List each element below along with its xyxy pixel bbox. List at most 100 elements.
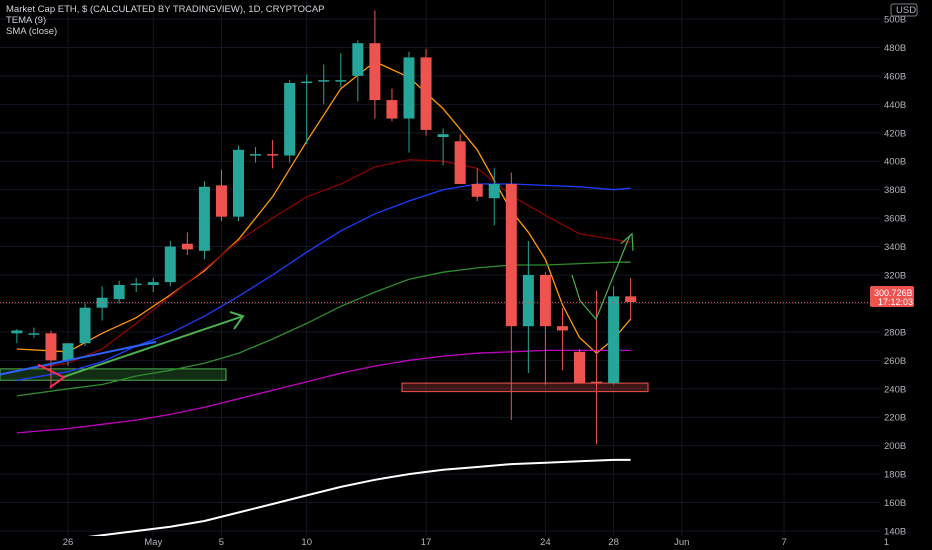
sma_20-line xyxy=(16,159,631,371)
price-tick-label: 140B xyxy=(884,526,906,537)
legend-tema[interactable]: TEMA (9) xyxy=(6,15,47,26)
red-arrow xyxy=(37,363,66,389)
candle-body xyxy=(420,57,432,130)
candle-body xyxy=(352,43,364,76)
candle-body xyxy=(79,307,91,344)
price-tick-label: 160B xyxy=(884,498,906,509)
candle-body xyxy=(181,243,193,250)
price-tick-label: 400B xyxy=(884,157,906,168)
candle-body xyxy=(625,296,637,303)
price-tick-label: 240B xyxy=(884,384,906,395)
candle xyxy=(62,343,74,367)
time-tick-label: 5 xyxy=(219,537,224,548)
candle-body xyxy=(28,333,40,335)
candle xyxy=(454,134,466,184)
candle-body xyxy=(471,183,483,197)
candle-body xyxy=(62,343,74,361)
candle-body xyxy=(556,326,568,331)
time-tick-label: Jun xyxy=(674,537,689,548)
candle-body xyxy=(164,246,176,283)
candle xyxy=(318,64,330,105)
candle xyxy=(147,277,159,293)
drawings xyxy=(0,368,649,393)
candle-body xyxy=(522,274,534,327)
price-tick-label: 180B xyxy=(884,470,906,481)
support-zone-red xyxy=(401,382,649,393)
candle-body xyxy=(386,100,398,119)
currency-button[interactable]: USD xyxy=(890,3,918,17)
candle xyxy=(420,48,432,136)
countdown-label: 17:12:03 xyxy=(878,297,913,307)
candle-body xyxy=(113,284,125,300)
candle-body xyxy=(403,57,415,119)
candle-body xyxy=(45,333,57,361)
candle-body xyxy=(147,282,159,285)
candle xyxy=(352,40,364,102)
candle xyxy=(79,303,91,347)
arrows xyxy=(0,232,634,389)
candle xyxy=(403,51,415,153)
candle xyxy=(164,240,176,287)
candle xyxy=(608,286,620,385)
candle-body xyxy=(233,149,244,217)
candle-body xyxy=(488,183,500,199)
time-tick-label: 17 xyxy=(421,537,432,548)
candle-body xyxy=(318,80,330,82)
candle-body xyxy=(130,283,142,286)
candle xyxy=(556,307,568,371)
price-tick-label: 360B xyxy=(884,214,906,225)
price-tick-label: 440B xyxy=(884,100,906,111)
time-tick-label: 10 xyxy=(301,537,312,548)
candle xyxy=(386,88,398,122)
candle xyxy=(522,240,534,374)
candle-body xyxy=(608,296,620,384)
candle xyxy=(488,168,500,226)
candle xyxy=(284,80,296,163)
price-tick-label: 260B xyxy=(884,356,906,367)
price-tick-label: 340B xyxy=(884,242,906,253)
candle xyxy=(96,286,108,321)
price-tick-label: 460B xyxy=(884,71,906,82)
candle-body xyxy=(574,351,585,384)
candle xyxy=(591,290,603,445)
legend-sma[interactable]: SMA (close) xyxy=(6,26,58,37)
sma_50-line xyxy=(16,261,631,397)
candle-body xyxy=(267,154,279,156)
legend-title[interactable]: Market Cap ETH, $ (CALCULATED BY TRADING… xyxy=(6,4,325,15)
time-tick-label: May xyxy=(144,537,162,548)
candle xyxy=(215,169,227,221)
price-tick-label: 200B xyxy=(884,441,906,452)
sma_200-line xyxy=(16,458,631,544)
time-axis-bg xyxy=(0,536,932,550)
price-tick-label: 220B xyxy=(884,413,906,424)
price-axis[interactable]: 500B 480B 460B 440B 420B 400B 380B 360B 340B 320B… xyxy=(880,0,932,550)
candle-body xyxy=(301,81,313,84)
candle xyxy=(113,280,125,304)
candle-body xyxy=(11,330,23,334)
up-arrow-green xyxy=(61,315,244,379)
time-tick-label: 1 xyxy=(884,537,889,548)
candle xyxy=(574,348,585,384)
candle xyxy=(369,10,381,119)
candle xyxy=(11,329,23,344)
time-axis[interactable]: 26 May 5 10 17 24 28 Jun 7 1 xyxy=(0,536,932,550)
moving-average-lines xyxy=(16,60,632,544)
support-zone-green xyxy=(0,368,227,381)
candle-body xyxy=(539,274,551,327)
time-tick-label: 28 xyxy=(608,537,619,548)
candles xyxy=(11,10,637,445)
candle-body xyxy=(591,381,603,384)
time-tick-label: 7 xyxy=(781,537,786,548)
candle xyxy=(181,232,193,256)
candle-body xyxy=(250,154,262,156)
candle xyxy=(437,128,449,166)
candle xyxy=(198,181,210,260)
up-arrow-head xyxy=(229,311,245,330)
candle xyxy=(301,74,313,145)
current-price-badge: 300.726B 17:12:03 xyxy=(870,286,914,307)
current-price-label: 300.726B xyxy=(874,288,913,298)
trend-line xyxy=(0,340,157,376)
candle xyxy=(471,168,483,202)
candle-body xyxy=(505,183,517,327)
